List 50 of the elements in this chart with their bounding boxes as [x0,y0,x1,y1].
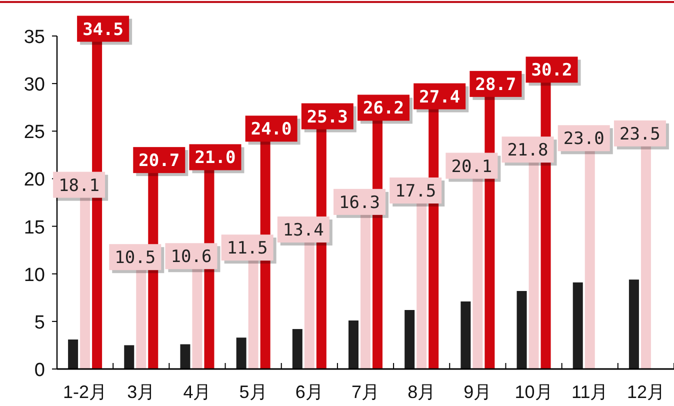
x-tick-label: 8月 [408,382,436,402]
data-label: 20.7 [138,151,180,172]
data-label: 23.0 [563,129,604,150]
x-tick-label: 1-2月 [63,382,108,402]
bar [124,345,134,369]
y-tick-label: 30 [24,74,45,96]
data-label: 10.6 [170,247,212,268]
bar [236,338,246,369]
x-tick-label: 12月 [626,382,665,402]
bar [628,280,639,369]
y-tick-label: 10 [24,264,45,286]
x-tick-label: 10月 [514,382,553,402]
y-tick-label: 0 [34,360,45,381]
bar [516,290,527,369]
x-tick-label: 3月 [127,382,156,402]
data-label: 11.5 [226,238,268,259]
data-label: 27.4 [419,87,460,108]
bar [348,320,358,369]
y-tick-label: 25 [24,122,45,144]
data-label: 26.2 [363,98,404,119]
y-tick-label: 20 [24,170,45,191]
data-label: 13.4 [282,220,324,241]
data-label: 18.1 [58,176,100,196]
bar [68,340,78,369]
data-label: 10.5 [114,248,156,268]
data-label: 30.2 [531,60,572,81]
bar [404,310,415,369]
data-label: 25.3 [306,107,348,128]
y-tick-label: 35 [24,27,45,48]
y-tick-label: 15 [24,217,45,238]
data-label: 28.7 [475,74,516,95]
data-label: 23.5 [619,124,660,144]
x-tick-label: 7月 [351,382,380,402]
data-label: 17.5 [395,182,436,202]
x-tick-label: 5月 [239,382,268,402]
y-tick-label: 5 [34,312,45,334]
data-label: 21.8 [507,140,548,161]
data-label: 21.0 [194,148,236,168]
data-label: 34.5 [82,20,124,40]
data-label: 20.1 [451,156,492,177]
x-tick-label: 4月 [183,382,212,402]
data-label: 24.0 [250,120,292,140]
bar [292,329,302,369]
data-label: 16.3 [339,192,380,213]
bar [460,301,471,369]
x-tick-label: 11月 [572,382,608,402]
x-tick-label: 6月 [295,382,324,402]
bar [180,344,190,369]
x-tick-label: 9月 [464,382,492,402]
bar [572,282,583,369]
